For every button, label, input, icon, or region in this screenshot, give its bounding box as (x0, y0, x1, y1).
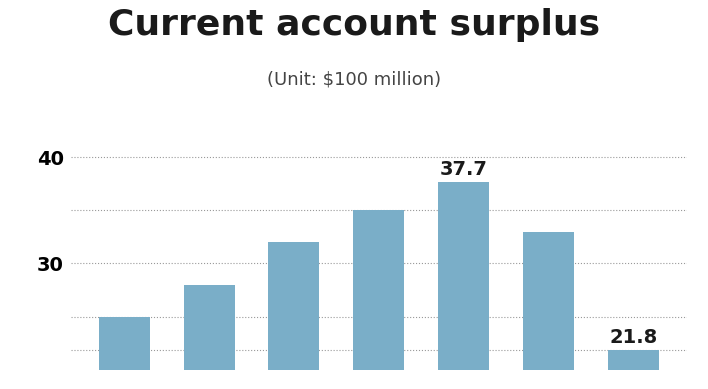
Bar (523, 231, 574, 389)
Text: (Unit: $100 million): (Unit: $100 million) (267, 70, 441, 88)
Text: 37.7: 37.7 (440, 159, 488, 179)
Text: 21.8: 21.8 (609, 328, 658, 347)
Text: Current account surplus: Current account surplus (108, 8, 600, 42)
Bar (438, 182, 489, 389)
Bar (99, 317, 149, 389)
Bar (268, 242, 319, 389)
Bar (183, 285, 234, 389)
Bar (353, 210, 404, 389)
Bar (608, 350, 658, 389)
